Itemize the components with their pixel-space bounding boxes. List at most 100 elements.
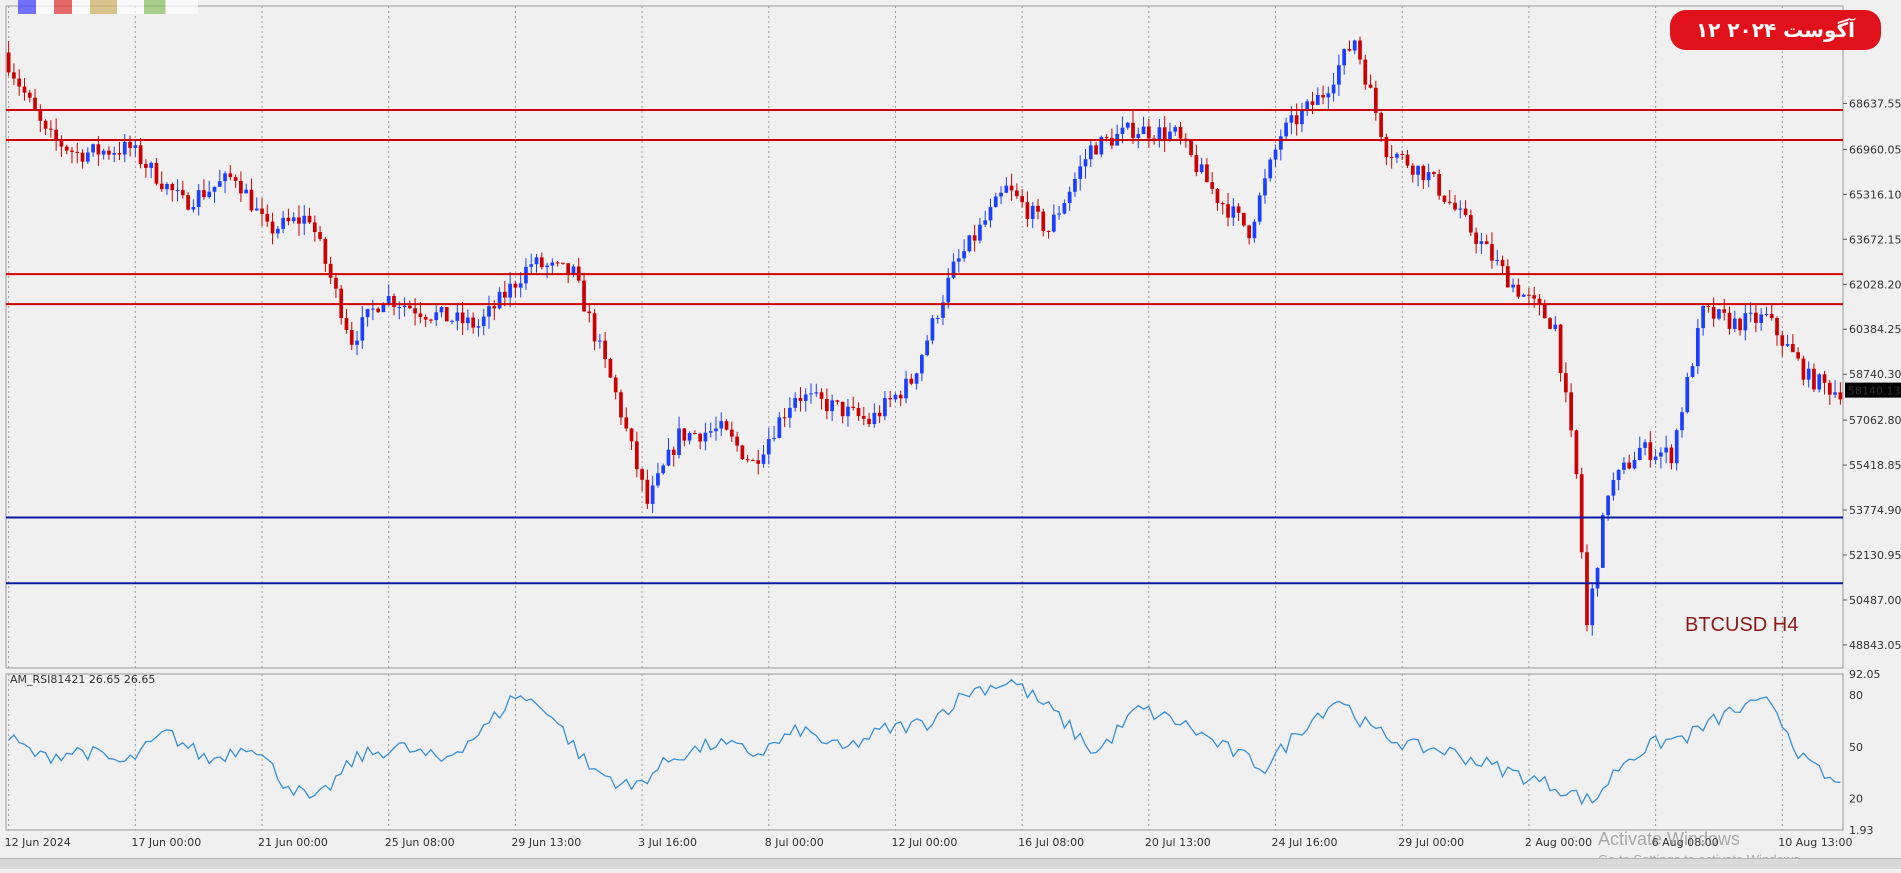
candle-body <box>1268 159 1273 179</box>
candle-body <box>1236 206 1241 213</box>
candle-body <box>624 417 629 429</box>
candle-body <box>96 144 101 155</box>
candle-body <box>1590 588 1595 626</box>
candle-body <box>249 189 254 211</box>
date-tick-label: 17 Jun 00:00 <box>131 836 201 849</box>
date-tick-label: 21 Jun 00:00 <box>258 836 328 849</box>
candle-body <box>1643 442 1647 448</box>
price-tick-label: 66960.05 <box>1849 143 1901 156</box>
toolbar-strip[interactable] <box>18 0 198 14</box>
candle-body <box>920 355 924 374</box>
candle-body <box>861 416 866 419</box>
candle-body <box>835 400 840 402</box>
candle-body <box>1622 462 1626 470</box>
candle-body <box>175 190 180 192</box>
candle-body <box>582 280 586 312</box>
candle-body <box>518 283 523 288</box>
candle-body <box>180 190 185 196</box>
candle-body <box>1294 115 1299 125</box>
candle-body <box>1669 447 1674 464</box>
candle-body <box>460 312 465 324</box>
candle-body <box>1527 294 1531 296</box>
candle-body <box>677 428 681 455</box>
candle-body <box>1030 205 1035 219</box>
candle-body <box>1242 212 1246 226</box>
candle-body <box>1136 134 1141 138</box>
candle-body <box>1321 94 1325 98</box>
candle-body <box>1210 182 1215 189</box>
candle-body <box>397 307 402 309</box>
candle-body <box>1273 149 1278 160</box>
candle-body <box>1326 93 1331 98</box>
date-tick-label: 20 Jul 13:00 <box>1145 836 1211 849</box>
candle-body <box>729 429 734 437</box>
candle-body <box>128 141 132 148</box>
candle-body <box>1025 202 1030 219</box>
chart-tabs-bar[interactable] <box>0 858 1901 869</box>
candle-body <box>803 394 808 401</box>
price-tick-label: 48843.05 <box>1849 639 1901 652</box>
candle-body <box>270 221 275 234</box>
candle-body <box>487 306 491 317</box>
rsi-indicator-label: AM_RSI81421 26.65 26.65 <box>10 673 156 686</box>
candle-body <box>619 392 623 418</box>
candle-body <box>1300 109 1304 125</box>
candle-body <box>824 398 829 412</box>
price-tick-label: 55418.85 <box>1849 459 1901 472</box>
candle-body <box>740 445 745 460</box>
candle-body <box>708 431 713 433</box>
candle-body <box>867 418 871 425</box>
candle-body <box>1743 313 1748 331</box>
candle-body <box>1226 204 1230 218</box>
candle-body <box>196 190 201 208</box>
candle-body <box>1432 172 1436 175</box>
candle-body <box>85 152 90 162</box>
candle-body <box>1600 515 1605 568</box>
candle-body <box>1315 94 1320 105</box>
date-tick-label: 8 Jul 00:00 <box>765 836 824 849</box>
candle-body <box>1595 567 1600 589</box>
candle-body <box>1785 344 1790 346</box>
candle-body <box>1463 208 1468 216</box>
candle-body <box>1046 230 1051 232</box>
candle-body <box>1585 552 1589 626</box>
candle-body <box>365 309 370 318</box>
candle-body <box>291 217 296 222</box>
candle-body <box>112 153 117 155</box>
candle-body <box>1247 225 1251 239</box>
candle-body <box>59 139 64 147</box>
candle-body <box>1410 165 1415 175</box>
candle-body <box>149 162 154 168</box>
candle-body <box>1606 495 1610 516</box>
candle-body <box>1616 469 1621 481</box>
candle-body <box>1379 112 1383 137</box>
candle-body <box>312 222 317 233</box>
candle-body <box>999 192 1003 197</box>
candle-body <box>951 261 956 278</box>
candle-body <box>1141 126 1146 135</box>
candle-body <box>122 141 127 155</box>
candle-body <box>1637 447 1642 460</box>
candle-body <box>1822 374 1827 383</box>
candle-body <box>1215 188 1220 204</box>
candle-body <box>191 207 196 210</box>
candle-body <box>450 320 454 322</box>
candle-body <box>1690 366 1695 377</box>
candle-body <box>1400 153 1405 155</box>
candle-body <box>386 296 391 304</box>
price-tick-label: 52130.95 <box>1849 549 1901 562</box>
candle-body <box>1500 259 1505 267</box>
candle-body <box>349 330 354 345</box>
candle-body <box>481 316 486 327</box>
candle-body <box>645 479 650 504</box>
candle-body <box>381 303 386 313</box>
rsi-tick-label: 80 <box>1849 689 1863 702</box>
candle-body <box>1352 40 1357 51</box>
candle-body <box>429 319 433 321</box>
candle-body <box>1278 136 1283 150</box>
candle-body <box>1812 368 1816 390</box>
candle-body <box>629 428 634 442</box>
candle-body <box>1495 259 1500 261</box>
candle-body <box>1838 392 1843 400</box>
candle-body <box>1305 101 1310 110</box>
